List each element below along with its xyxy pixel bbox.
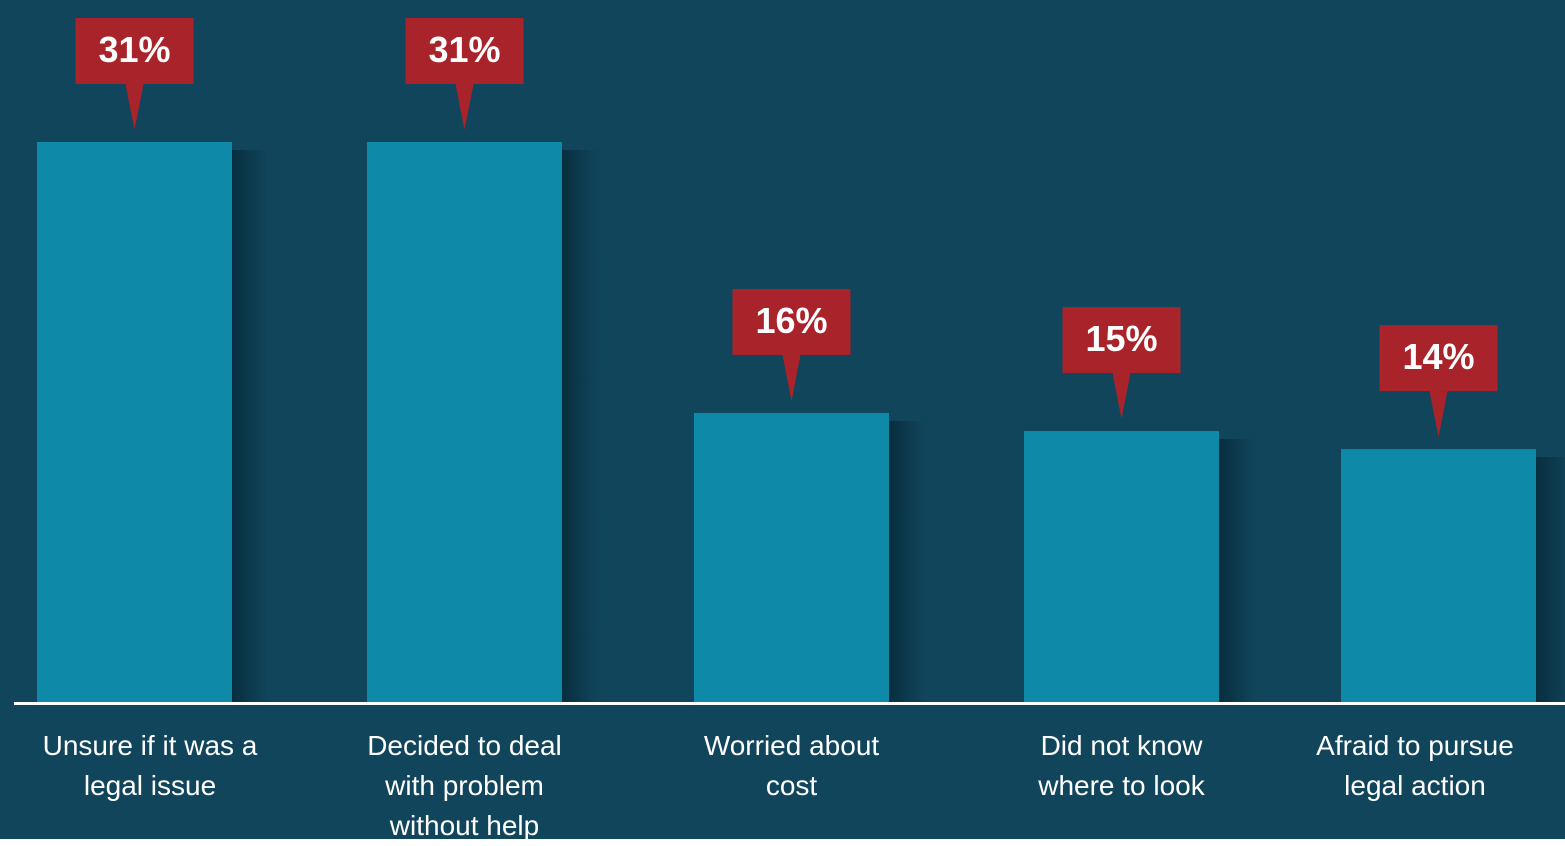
bar-shadow (562, 150, 598, 702)
x-tick-label-4: Did not know where to look (1038, 730, 1205, 801)
bar-3 (694, 412, 889, 702)
callout-pointer-2 (455, 84, 474, 130)
bar-shadow (1219, 439, 1255, 702)
bar-2 (367, 142, 562, 702)
x-tick-label-5: Afraid to pursue legal action (1316, 730, 1514, 801)
value-callout-1 (75, 18, 194, 84)
bar-shadow (1536, 457, 1565, 702)
callout-pointer-1 (125, 84, 144, 130)
data-label-5: 14% (1402, 336, 1474, 377)
x-tick-label-2: Decided to deal with problem without hel… (367, 730, 562, 841)
x-tick-label-3: Worried about cost (703, 730, 880, 801)
bar-4 (1024, 431, 1219, 702)
value-callout-3 (732, 288, 851, 355)
value-callout-2 (405, 18, 524, 84)
data-label-2: 31% (428, 29, 500, 70)
value-callout-5 (1379, 325, 1498, 392)
callout-pointer-3 (782, 354, 801, 401)
data-label-3: 16% (755, 300, 827, 341)
data-label-4: 15% (1085, 318, 1157, 359)
bar-shadow (232, 150, 268, 702)
callout-pointer-4 (1112, 373, 1131, 420)
callout-pointer-5 (1429, 391, 1448, 438)
data-label-1: 31% (98, 29, 170, 70)
value-callout-4 (1062, 307, 1181, 374)
bar-5 (1341, 449, 1536, 702)
bar-1 (37, 142, 232, 702)
x-tick-label-1: Unsure if it was a legal issue (42, 730, 258, 801)
bar-shadow (889, 420, 925, 702)
